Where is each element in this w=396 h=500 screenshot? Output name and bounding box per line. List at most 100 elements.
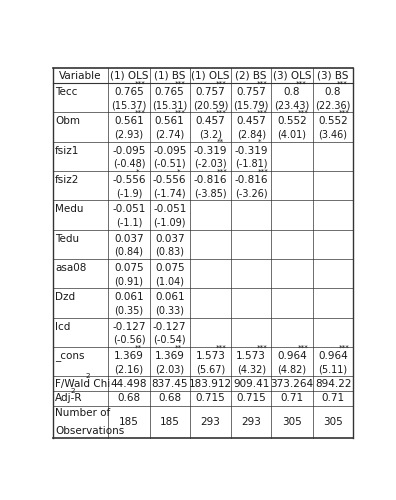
Text: asa08: asa08: [55, 263, 86, 273]
Text: 0.061: 0.061: [155, 292, 185, 302]
Text: 0.552: 0.552: [318, 116, 348, 126]
Text: fsiz2: fsiz2: [55, 175, 80, 185]
Text: (20.59): (20.59): [193, 100, 228, 110]
Text: Dzd: Dzd: [55, 292, 75, 302]
Text: 1.573: 1.573: [196, 351, 225, 361]
Text: 0.457: 0.457: [196, 116, 225, 126]
Text: ***: ***: [339, 344, 349, 350]
Text: Observations: Observations: [55, 426, 124, 436]
Text: 0.552: 0.552: [277, 116, 307, 126]
Text: (2.16): (2.16): [114, 364, 143, 374]
Text: 293: 293: [200, 417, 221, 427]
Text: Tedu: Tedu: [55, 234, 79, 243]
Text: (2.84): (2.84): [237, 130, 266, 140]
Text: 909.41: 909.41: [233, 379, 269, 389]
Text: -0.127: -0.127: [112, 322, 146, 332]
Text: 185: 185: [160, 417, 180, 427]
Text: ***: ***: [135, 110, 145, 116]
Text: 894.22: 894.22: [315, 379, 351, 389]
Text: 0.964: 0.964: [318, 351, 348, 361]
Text: ***: ***: [339, 110, 349, 116]
Text: (15.37): (15.37): [111, 100, 147, 110]
Text: -0.127: -0.127: [153, 322, 187, 332]
Text: lcd: lcd: [55, 322, 70, 332]
Text: 0.561: 0.561: [114, 116, 144, 126]
Text: (-3.26): (-3.26): [235, 188, 268, 198]
Text: (3.2): (3.2): [199, 130, 222, 140]
Text: 305: 305: [282, 417, 302, 427]
Text: 0.68: 0.68: [117, 394, 141, 404]
Text: (0.83): (0.83): [155, 247, 184, 257]
Text: (-0.54): (-0.54): [153, 335, 186, 345]
Text: 0.037: 0.037: [155, 234, 185, 243]
Text: ***: ***: [336, 80, 347, 86]
Text: (-1.9): (-1.9): [116, 188, 142, 198]
Text: (3.46): (3.46): [318, 130, 348, 140]
Text: 0.8: 0.8: [325, 87, 341, 97]
Text: (0.35): (0.35): [114, 306, 143, 316]
Text: -0.095: -0.095: [153, 146, 187, 156]
Text: ***: ***: [295, 80, 306, 86]
Text: 0.757: 0.757: [196, 87, 225, 97]
Text: (-0.56): (-0.56): [112, 335, 145, 345]
Text: 2: 2: [85, 374, 90, 380]
Text: ***: ***: [216, 344, 227, 350]
Text: (-1.1): (-1.1): [116, 218, 142, 228]
Text: (3) BS: (3) BS: [317, 71, 349, 81]
Text: 0.765: 0.765: [114, 87, 144, 97]
Text: 305: 305: [323, 417, 343, 427]
Text: ***: ***: [257, 344, 268, 350]
Text: (5.67): (5.67): [196, 364, 225, 374]
Text: (1.04): (1.04): [155, 276, 184, 286]
Text: ***: ***: [297, 344, 308, 350]
Text: (1) BS: (1) BS: [154, 71, 185, 81]
Text: 0.075: 0.075: [114, 263, 144, 273]
Text: (-3.85): (-3.85): [194, 188, 227, 198]
Text: (-1.74): (-1.74): [153, 188, 186, 198]
Text: 0.71: 0.71: [280, 394, 304, 404]
Text: ***: ***: [297, 110, 308, 116]
Text: -0.095: -0.095: [112, 146, 146, 156]
Text: -0.319: -0.319: [234, 146, 268, 156]
Text: (0.84): (0.84): [114, 247, 143, 257]
Text: 2: 2: [70, 388, 75, 394]
Text: (15.79): (15.79): [234, 100, 269, 110]
Text: Variable: Variable: [59, 71, 102, 81]
Text: 0.964: 0.964: [277, 351, 307, 361]
Text: (1) OLS: (1) OLS: [191, 71, 230, 81]
Text: _cons: _cons: [55, 351, 84, 361]
Text: ***: ***: [257, 80, 268, 86]
Text: Tecc: Tecc: [55, 87, 77, 97]
Text: -0.556: -0.556: [153, 175, 187, 185]
Text: -0.816: -0.816: [234, 175, 268, 185]
Text: F/Wald Chi: F/Wald Chi: [55, 379, 110, 389]
Text: (15.31): (15.31): [152, 100, 187, 110]
Text: Medu: Medu: [55, 204, 84, 214]
Text: *: *: [176, 168, 180, 174]
Text: (0.33): (0.33): [155, 306, 184, 316]
Text: (23.43): (23.43): [274, 100, 310, 110]
Text: (2.74): (2.74): [155, 130, 185, 140]
Text: Obm: Obm: [55, 116, 80, 126]
Text: (-0.48): (-0.48): [113, 159, 145, 169]
Text: ***: ***: [175, 110, 186, 116]
Text: 1.369: 1.369: [114, 351, 144, 361]
Text: 0.075: 0.075: [155, 263, 185, 273]
Text: ***: ***: [216, 80, 227, 86]
Text: **: **: [135, 344, 142, 350]
Text: fsiz1: fsiz1: [55, 146, 80, 156]
Text: 293: 293: [241, 417, 261, 427]
Text: -0.556: -0.556: [112, 175, 146, 185]
Text: *: *: [258, 139, 261, 145]
Text: 837.45: 837.45: [151, 379, 188, 389]
Text: (-1.09): (-1.09): [154, 218, 186, 228]
Text: Adj-R: Adj-R: [55, 394, 82, 404]
Text: (4.82): (4.82): [278, 364, 307, 374]
Text: (-0.51): (-0.51): [153, 159, 186, 169]
Text: 0.037: 0.037: [114, 234, 144, 243]
Text: (2.03): (2.03): [155, 364, 184, 374]
Text: (-1.81): (-1.81): [235, 159, 267, 169]
Text: 0.68: 0.68: [158, 394, 181, 404]
Text: 0.715: 0.715: [236, 394, 266, 404]
Text: ***: ***: [257, 110, 268, 116]
